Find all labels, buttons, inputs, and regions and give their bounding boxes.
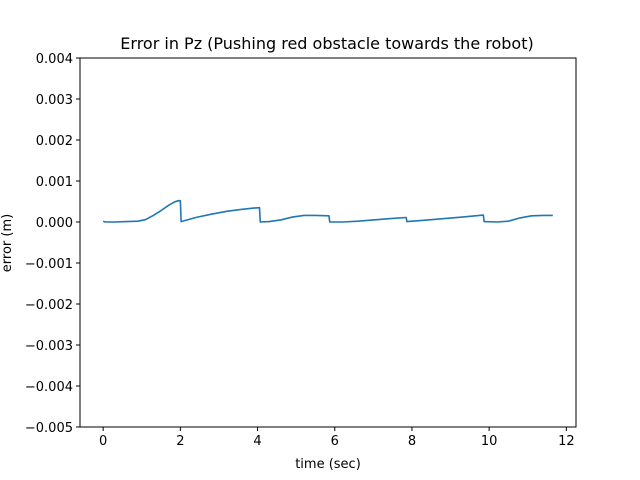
y-tick-label: 0.004 <box>36 52 73 67</box>
plot-area: 0 2 4 6 8 10 12 0.004 0.003 0.002 0.001 0.000 −0.00… <box>25 52 577 449</box>
error-series-line <box>102 199 553 223</box>
x-tick-label: 12 <box>558 434 575 449</box>
x-tick-label: 8 <box>408 434 416 449</box>
x-axis: 0 2 4 6 8 10 12 <box>99 427 575 449</box>
y-tick-label: −0.004 <box>25 380 73 395</box>
chart-title: Error in Pz (Pushing red obstacle toward… <box>120 34 533 53</box>
y-tick-label: −0.001 <box>25 257 73 272</box>
y-axis-label: error (m) <box>0 214 15 272</box>
y-tick-label: −0.003 <box>25 339 73 354</box>
y-axis: 0.004 0.003 0.002 0.001 0.000 −0.001 −0.002 −0.… <box>25 52 80 436</box>
y-tick-label: 0.001 <box>36 175 73 190</box>
y-tick-label: 0.000 <box>36 216 73 231</box>
y-tick-label: 0.003 <box>36 93 73 108</box>
y-tick-label: −0.005 <box>25 421 73 436</box>
y-tick-label: 0.002 <box>36 134 73 149</box>
plot-frame <box>79 57 577 428</box>
y-tick-label: −0.002 <box>25 298 73 313</box>
x-tick-label: 2 <box>176 434 184 449</box>
x-tick-label: 0 <box>99 434 107 449</box>
x-tick-label: 6 <box>331 434 339 449</box>
x-axis-label: time (sec) <box>295 457 361 472</box>
x-tick-label: 4 <box>253 434 261 449</box>
x-tick-label: 10 <box>481 434 498 449</box>
